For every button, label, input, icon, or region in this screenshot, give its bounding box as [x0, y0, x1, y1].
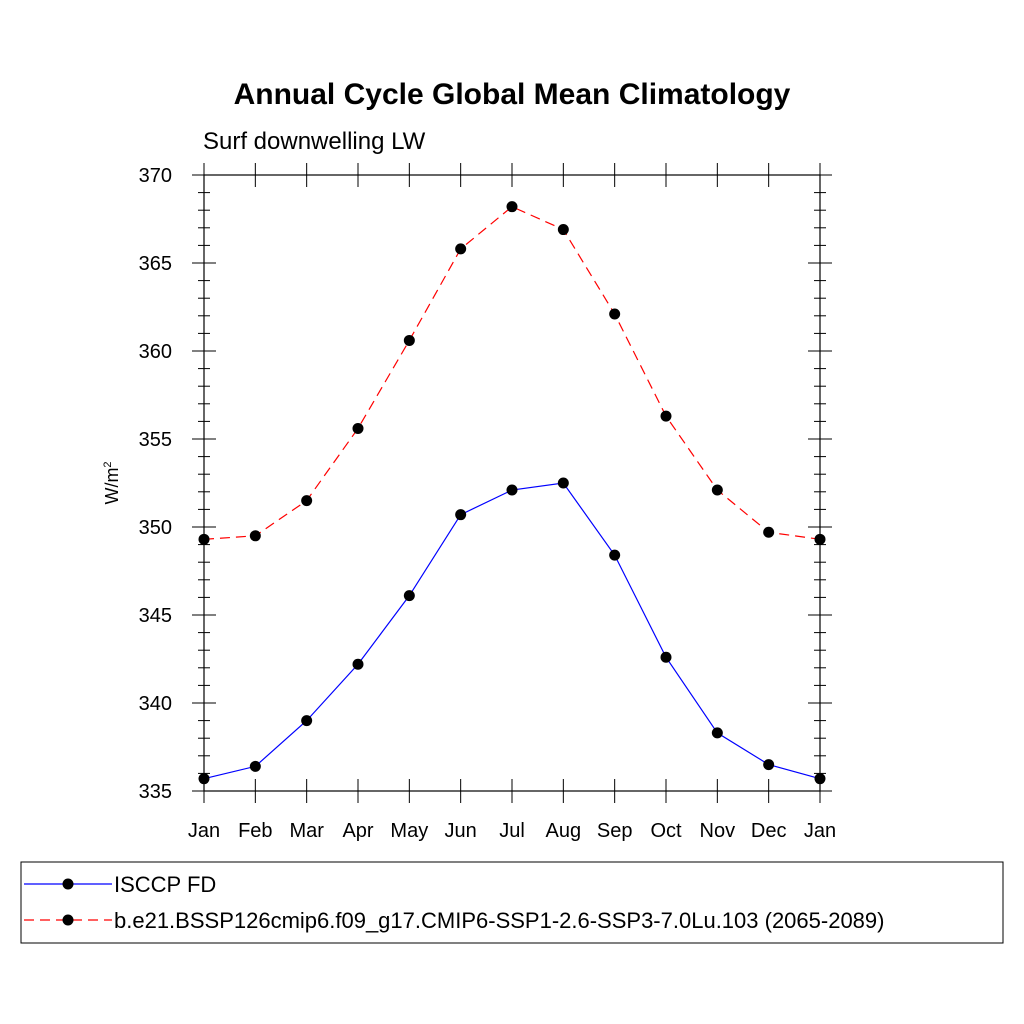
data-point — [301, 715, 313, 727]
y-tick-label: 350 — [139, 517, 172, 539]
data-point — [249, 760, 261, 772]
series-line — [203, 482, 821, 780]
x-tick-label: Oct — [650, 820, 682, 842]
x-tick-label: Jun — [445, 820, 477, 842]
data-point — [557, 477, 569, 489]
x-tick-label: Jan — [804, 820, 836, 842]
data-point — [403, 334, 415, 346]
x-tick-label: Apr — [342, 820, 373, 842]
legend-label: b.e21.BSSP126cmip6.f09_g17.CMIP6-SSP1-2.… — [114, 908, 884, 933]
data-point — [660, 651, 672, 663]
data-point — [352, 422, 364, 434]
y-axis-tick-labels: 335 340 345 350 355 360 365 370 — [139, 165, 172, 803]
legend-item-1: ISCCP FD — [24, 872, 216, 897]
data-point — [711, 727, 723, 739]
x-tick-label: May — [390, 820, 428, 842]
y-tick-label: 340 — [139, 693, 172, 715]
data-point — [455, 509, 467, 521]
y-tick-label: 335 — [139, 781, 172, 803]
data-point — [609, 549, 621, 561]
data-point — [301, 495, 313, 507]
data-point — [249, 530, 261, 542]
legend-label: ISCCP FD — [114, 872, 216, 897]
x-tick-label: Jul — [499, 820, 525, 842]
axis-ticks — [192, 163, 832, 803]
data-point — [814, 533, 826, 545]
x-tick-label: Dec — [751, 820, 787, 842]
data-point — [814, 773, 826, 785]
data-point — [352, 658, 364, 670]
data-point — [455, 243, 467, 255]
data-point — [198, 773, 210, 785]
x-tick-label: Mar — [289, 820, 324, 842]
data-point — [609, 308, 621, 320]
data-point — [763, 759, 775, 771]
y-tick-label: 360 — [139, 341, 172, 363]
legend-item-2: b.e21.BSSP126cmip6.f09_g17.CMIP6-SSP1-2.… — [24, 908, 884, 933]
legend-marker — [62, 914, 74, 926]
chart-subtitle: Surf downwelling LW — [203, 128, 426, 155]
x-tick-label: Feb — [238, 820, 272, 842]
plot-frame — [203, 174, 821, 792]
x-axis-tick-labels: Jan Feb Mar Apr May Jun Jul Aug Sep Oct Nov Dec Jan — [188, 820, 836, 842]
series-2 — [198, 201, 826, 545]
data-point — [660, 410, 672, 422]
y-tick-label: 365 — [139, 253, 172, 275]
y-axis-label: W/m2 — [102, 461, 122, 504]
x-tick-label: Nov — [700, 820, 736, 842]
y-axis-label-exponent: 2 — [102, 461, 114, 467]
y-tick-label: 345 — [139, 605, 172, 627]
x-tick-label: Jan — [188, 820, 220, 842]
data-point — [403, 590, 415, 602]
data-point — [198, 533, 210, 545]
x-tick-label: Aug — [546, 820, 582, 842]
legend: ISCCP FD b.e21.BSSP126cmip6.f09_g17.CMIP6… — [24, 872, 884, 933]
data-point — [711, 484, 723, 496]
legend-box — [20, 861, 1004, 944]
data-point — [763, 526, 775, 538]
series-layer — [198, 201, 826, 785]
data-point — [506, 484, 518, 496]
chart-title: Annual Cycle Global Mean Climatology — [234, 78, 791, 111]
y-tick-label: 370 — [139, 165, 172, 187]
y-axis-label-unit: W/m — [102, 468, 122, 505]
series-1 — [198, 477, 826, 785]
data-point — [557, 224, 569, 236]
y-tick-label: 355 — [139, 429, 172, 451]
legend-marker — [62, 878, 74, 890]
data-point — [506, 201, 518, 213]
x-tick-label: Sep — [597, 820, 633, 842]
